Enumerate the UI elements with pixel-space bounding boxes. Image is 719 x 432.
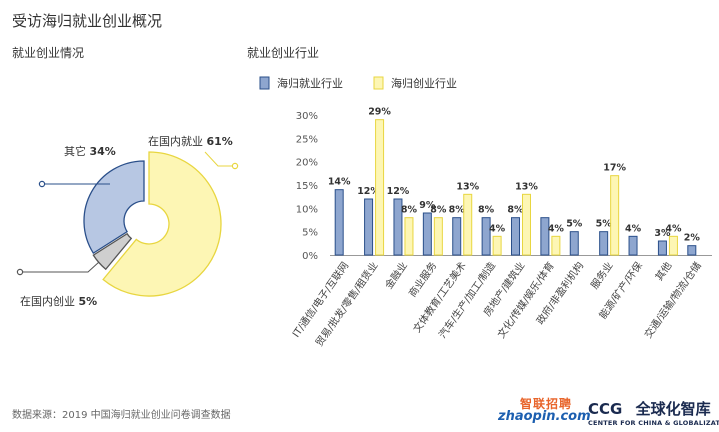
bar-data-label: 4% [665, 223, 682, 234]
pie-leader-line [204, 151, 235, 167]
bar-data-label: 12% [357, 186, 380, 197]
bar-data-label: 13% [456, 181, 479, 192]
bar [375, 119, 385, 256]
bar [668, 235, 678, 256]
bar [422, 212, 432, 256]
bar [599, 231, 609, 256]
zhaopin-logo-cn: 智联招聘 [520, 397, 573, 411]
y-tick-label: 15% [296, 181, 318, 192]
bar-data-label: 14% [328, 177, 351, 188]
bar-data-label: 8% [478, 205, 495, 216]
y-tick-label: 10% [296, 204, 318, 215]
bar-data-label: 5% [566, 219, 583, 230]
y-tick-label: 30% [296, 111, 318, 122]
y-tick-label: 0% [302, 251, 318, 262]
bar [551, 235, 561, 256]
x-category-label: IT/通信/电子/互联网 [289, 259, 351, 340]
bar-data-label: 5% [596, 219, 613, 230]
bar [540, 217, 550, 256]
legend-swatch [259, 76, 270, 90]
bar-data-label: 4% [625, 223, 642, 234]
pie-slice [83, 160, 145, 255]
pie-slice [102, 151, 222, 297]
bar-data-label: 29% [368, 107, 391, 118]
bar [628, 235, 638, 256]
page-title: 受访海归就业创业概况 [12, 12, 163, 30]
ccg-logo-cn: 全球化智库 [635, 400, 711, 418]
ccg-logo-sub: CENTER FOR CHINA & GLOBALIZATION [588, 419, 719, 427]
bar-data-label: 12% [387, 186, 410, 197]
bar [522, 193, 531, 256]
zhaopin-logo-en: zhaopin.com [498, 409, 591, 424]
bar-data-label: 4% [489, 223, 506, 234]
bar [463, 193, 473, 256]
pie-leader-line [20, 261, 100, 273]
bar [511, 217, 520, 256]
bar-data-label: 9% [419, 200, 436, 211]
bar [481, 217, 491, 256]
bar-data-label: 2% [684, 233, 701, 244]
legend-label: 海归创业行业 [391, 76, 457, 90]
legend-label: 海归就业行业 [277, 76, 343, 90]
pie-slice-label: 在国内创业 5% [20, 294, 97, 308]
pie-leader-dot [38, 180, 46, 188]
x-category-label: 商业服务 [406, 259, 440, 299]
data-source-note: 数据来源：2019 中国海归就业创业问卷调查数据 [12, 410, 231, 421]
bar-data-label: 3% [654, 228, 671, 239]
bar [492, 235, 502, 256]
bar [364, 198, 374, 256]
x-category-label: 服务业 [588, 259, 616, 291]
ccg-logo: CCG 全球化智库 CENTER FOR CHINA & GLOBALIZATI… [588, 398, 719, 427]
bar [687, 245, 697, 256]
bar-data-label: 8% [430, 205, 447, 216]
pie-leader-dot [16, 268, 24, 276]
bar [433, 217, 443, 256]
bar-data-label: 4% [548, 223, 565, 234]
bar-data-label: 13% [515, 181, 538, 192]
bar [452, 217, 462, 256]
x-category-label: 交通/运输/物流/仓储 [641, 259, 703, 340]
bar-data-label: 8% [449, 205, 466, 216]
bar-data-label: 8% [401, 205, 418, 216]
x-category-label: 其他 [652, 259, 674, 283]
bar-chart-title: 就业创业行业 [247, 46, 320, 60]
x-category-label: 文体教育/工艺美术 [410, 259, 468, 335]
bar [610, 175, 620, 256]
x-category-label: 金融业 [382, 259, 410, 291]
bar [334, 189, 344, 256]
pie-slice [92, 232, 133, 271]
pie-leader-dot [231, 162, 239, 170]
bar-data-label: 17% [603, 163, 626, 174]
legend-swatch [373, 76, 384, 90]
y-tick-label: 5% [302, 228, 318, 239]
bar [657, 240, 667, 256]
ccg-logo-en: CCG [588, 400, 623, 418]
pie-slice-label: 在国内就业 61% [148, 134, 233, 148]
bar-data-label: 8% [507, 205, 524, 216]
pie-slice-label: 其它 34% [64, 144, 116, 158]
y-tick-label: 20% [296, 158, 318, 169]
bar [569, 231, 579, 256]
y-tick-label: 25% [296, 134, 318, 145]
bar [404, 217, 414, 256]
pie-chart-title: 就业创业情况 [12, 46, 85, 60]
bar [393, 198, 403, 256]
